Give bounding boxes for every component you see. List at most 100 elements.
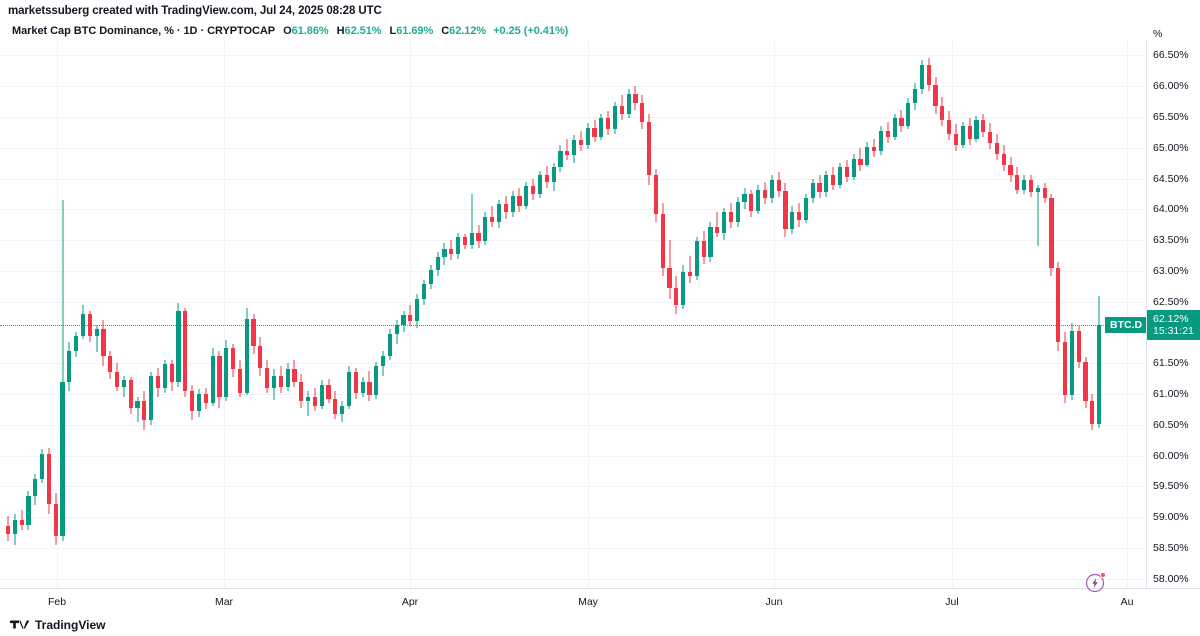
candle: [1056, 40, 1061, 588]
candle-body: [612, 105, 618, 130]
candle-body: [74, 335, 79, 351]
candle: [1049, 40, 1054, 588]
candle-body: [919, 64, 924, 90]
candle-body: [960, 126, 965, 145]
candle-body: [5, 526, 11, 535]
legend-high: H62.51%: [337, 25, 382, 37]
horizontal-gridline: [0, 578, 1146, 580]
horizontal-gridline: [0, 209, 1146, 211]
current-price-badge[interactable]: 62.12% 15:31:21: [1147, 310, 1200, 341]
candle: [906, 40, 911, 588]
candle: [837, 40, 843, 588]
candle-body: [1097, 325, 1102, 424]
candle-body: [292, 369, 297, 382]
chart-plot-area[interactable]: BTC.D: [0, 40, 1146, 588]
candle: [694, 40, 699, 588]
candle: [987, 40, 993, 588]
candle: [640, 40, 645, 588]
price-tick-label: 58.50%: [1153, 541, 1189, 554]
candle: [742, 40, 747, 588]
horizontal-gridline: [0, 547, 1146, 549]
candle: [571, 40, 577, 588]
price-axis[interactable]: % 66.50% 66.00% 65.50% 65.00% 64.50% 64.00% 63…: [1146, 28, 1200, 588]
candle: [415, 40, 420, 588]
candle: [421, 40, 427, 588]
ticker-badge[interactable]: BTC.D: [1105, 317, 1146, 334]
horizontal-gridline: [0, 394, 1146, 396]
candle: [892, 40, 897, 588]
candle-body: [885, 130, 890, 137]
candle-body: [265, 368, 270, 388]
candle: [940, 40, 945, 588]
vertical-gridline: [952, 40, 953, 588]
candle-body: [230, 347, 236, 370]
candle: [121, 40, 127, 588]
candle: [142, 40, 147, 588]
candle: [217, 40, 222, 588]
candlestick-chart[interactable]: BTC.D: [0, 40, 1146, 588]
candle-body: [360, 381, 365, 393]
candle: [599, 40, 604, 588]
time-axis[interactable]: Feb Mar Apr May Jun Jul Au: [0, 588, 1146, 614]
chart-legend[interactable]: Market Cap BTC Dominance, % · 1D · CRYPT…: [12, 25, 568, 37]
candle: [53, 40, 58, 588]
candle: [872, 40, 877, 588]
candle-body: [237, 369, 242, 393]
candle: [626, 40, 631, 588]
candle: [155, 40, 161, 588]
candle-body: [742, 193, 747, 202]
candle-body: [1049, 198, 1054, 268]
candle: [585, 40, 590, 588]
candle-body: [319, 384, 324, 407]
candle-body: [1063, 341, 1068, 396]
candle: [299, 40, 304, 588]
candle-body: [299, 381, 304, 402]
candle: [394, 40, 399, 588]
candle-body: [503, 204, 508, 213]
candle-body: [694, 241, 699, 276]
candle-body: [115, 372, 120, 387]
candle: [776, 40, 781, 588]
candle-body: [53, 503, 58, 536]
time-tick-label: Au: [1120, 596, 1134, 608]
price-tick-label: 61.50%: [1153, 357, 1189, 370]
candle-body: [851, 158, 856, 178]
lightning-bolt-icon[interactable]: [1084, 572, 1106, 594]
candle: [401, 40, 406, 588]
candle-body: [435, 257, 440, 270]
candle: [912, 40, 918, 588]
candle: [230, 40, 236, 588]
candle: [67, 40, 72, 588]
candle: [660, 40, 665, 588]
candle: [40, 40, 45, 588]
candle-body: [701, 241, 706, 258]
vertical-gridline: [57, 40, 58, 588]
candle-body: [728, 212, 733, 222]
time-tick-label: Mar: [214, 596, 234, 608]
candle: [305, 40, 311, 588]
candle-body: [619, 105, 624, 114]
candle-body: [974, 120, 979, 139]
candle: [749, 40, 754, 588]
candle-body: [953, 134, 959, 145]
candle: [333, 40, 338, 588]
attribution-text: marketssuberg created with TradingView.c…: [8, 5, 382, 17]
candle: [967, 40, 972, 588]
candle-body: [40, 454, 45, 479]
candle-body: [469, 232, 474, 246]
candle-body: [933, 84, 938, 106]
candle: [203, 40, 208, 588]
candle-body: [565, 150, 570, 156]
tradingview-logo[interactable]: TradingView: [10, 618, 105, 632]
candle-body: [176, 310, 181, 382]
legend-interval[interactable]: 1D: [183, 25, 198, 37]
candle-body: [108, 355, 113, 373]
candle-body: [865, 146, 870, 165]
candle-body: [210, 355, 215, 404]
candle: [831, 40, 836, 588]
legend-symbol[interactable]: Market Cap BTC Dominance, %: [12, 25, 174, 37]
horizontal-gridline: [0, 301, 1146, 303]
candle: [544, 40, 549, 588]
candle-body: [524, 185, 529, 207]
horizontal-gridline: [0, 424, 1146, 426]
